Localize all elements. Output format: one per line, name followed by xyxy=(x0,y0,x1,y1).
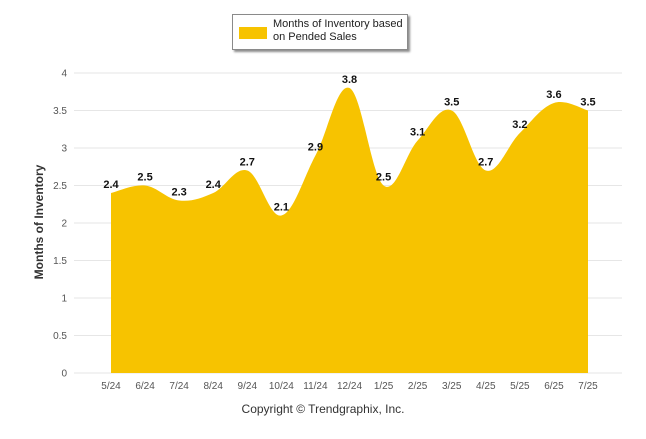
y-tick-label: 1.5 xyxy=(53,256,67,267)
y-tick-label: 0 xyxy=(61,369,67,380)
x-tick-label: 7/25 xyxy=(578,381,598,392)
copyright-text: Copyright © Trendgraphix, Inc. xyxy=(241,402,405,416)
y-tick-label: 3.5 xyxy=(53,106,67,117)
x-tick-label: 6/25 xyxy=(544,381,564,392)
x-tick-label: 12/24 xyxy=(337,381,362,392)
legend: Months of Inventory based on Pended Sale… xyxy=(232,14,408,50)
data-labels: 2.4 2.5 2.3 2.4 2.7 2.1 2.9 3.8 2.5 3.1 3.5 2.7 3.2 3… xyxy=(103,74,595,214)
x-tick-label: 7/24 xyxy=(169,381,189,392)
x-tick-label: 6/24 xyxy=(135,381,155,392)
data-label: 2.7 xyxy=(240,157,255,169)
y-axis-title: Months of Inventory xyxy=(32,164,46,279)
x-axis-ticks: 5/24 6/24 7/24 8/24 9/24 10/24 11/24 12/24 1/25 2… xyxy=(101,381,598,392)
data-label: 2.7 xyxy=(478,157,493,169)
y-tick-label: 2 xyxy=(61,219,67,230)
data-label: 2.3 xyxy=(171,187,186,199)
y-tick-label: 2.5 xyxy=(53,181,67,192)
data-label: 2.5 xyxy=(376,172,391,184)
legend-swatch xyxy=(239,27,267,39)
x-tick-label: 1/25 xyxy=(374,381,394,392)
x-tick-label: 5/24 xyxy=(101,381,121,392)
data-label: 3.2 xyxy=(512,119,527,131)
data-label: 3.5 xyxy=(444,97,459,109)
y-tick-label: 4 xyxy=(61,69,67,80)
x-tick-label: 5/25 xyxy=(510,381,530,392)
y-tick-label: 3 xyxy=(61,144,67,155)
x-tick-label: 10/24 xyxy=(269,381,294,392)
x-tick-label: 11/24 xyxy=(303,381,328,392)
y-tick-label: 1 xyxy=(61,294,67,305)
data-label: 3.8 xyxy=(342,74,357,86)
x-tick-label: 8/24 xyxy=(203,381,223,392)
data-label: 2.1 xyxy=(274,202,289,214)
area-series-months-of-inventory xyxy=(111,87,588,373)
x-tick-label: 4/25 xyxy=(476,381,496,392)
x-tick-label: 9/24 xyxy=(238,381,258,392)
y-axis-ticks: 0 0.5 1 1.5 2 2.5 3 3.5 4 xyxy=(53,69,67,380)
data-label: 3.5 xyxy=(580,97,595,109)
data-label: 2.9 xyxy=(308,142,323,154)
data-label: 3.6 xyxy=(546,89,561,101)
data-label: 2.5 xyxy=(137,172,152,184)
data-label: 3.1 xyxy=(410,127,425,139)
data-label: 2.4 xyxy=(103,179,119,191)
y-tick-label: 0.5 xyxy=(53,331,67,342)
x-tick-label: 2/25 xyxy=(408,381,428,392)
data-label: 2.4 xyxy=(206,179,222,191)
x-tick-label: 3/25 xyxy=(442,381,462,392)
series-area xyxy=(111,87,588,373)
legend-label: Months of Inventory based on Pended Sale… xyxy=(273,18,403,43)
